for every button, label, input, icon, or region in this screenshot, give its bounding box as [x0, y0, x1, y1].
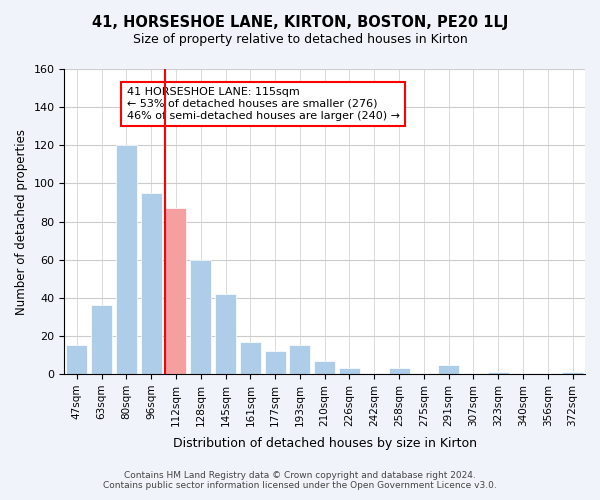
Bar: [91, 306, 112, 374]
Bar: [289, 346, 310, 374]
Bar: [66, 346, 88, 374]
Bar: [240, 342, 261, 374]
Text: 41 HORSESHOE LANE: 115sqm
← 53% of detached houses are smaller (276)
46% of semi: 41 HORSESHOE LANE: 115sqm ← 53% of detac…: [127, 88, 400, 120]
Text: 41, HORSESHOE LANE, KIRTON, BOSTON, PE20 1LJ: 41, HORSESHOE LANE, KIRTON, BOSTON, PE20…: [92, 15, 508, 30]
Bar: [438, 364, 459, 374]
Bar: [265, 351, 286, 374]
Y-axis label: Number of detached properties: Number of detached properties: [15, 128, 28, 314]
Bar: [339, 368, 360, 374]
Bar: [314, 360, 335, 374]
Bar: [166, 208, 187, 374]
Bar: [389, 368, 410, 374]
Bar: [562, 372, 583, 374]
X-axis label: Distribution of detached houses by size in Kirton: Distribution of detached houses by size …: [173, 437, 477, 450]
Bar: [190, 260, 211, 374]
Bar: [215, 294, 236, 374]
Text: Contains HM Land Registry data © Crown copyright and database right 2024.
Contai: Contains HM Land Registry data © Crown c…: [103, 470, 497, 490]
Bar: [116, 146, 137, 374]
Text: Size of property relative to detached houses in Kirton: Size of property relative to detached ho…: [133, 32, 467, 46]
Bar: [140, 193, 162, 374]
Bar: [488, 372, 509, 374]
